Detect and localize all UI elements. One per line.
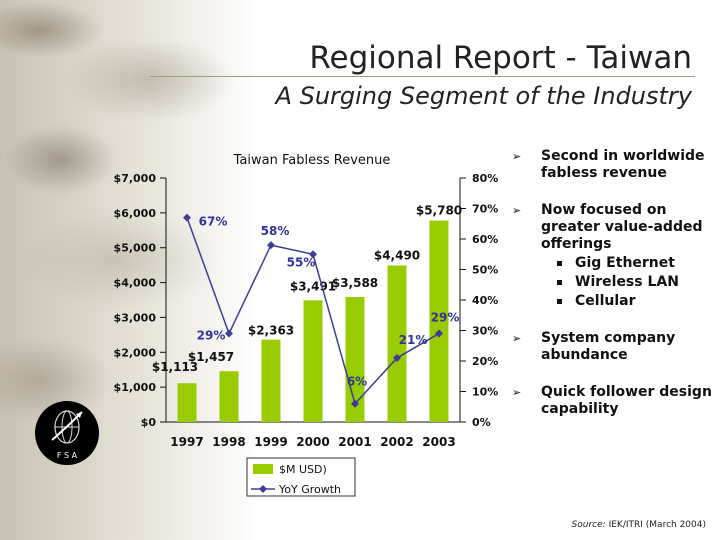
source-text: IEK/ITRI (March 2004) (608, 520, 706, 530)
bar (177, 383, 197, 422)
growth-value-label: 21% (399, 333, 428, 347)
title-divider (150, 76, 695, 77)
bar-value-label: $2,363 (248, 324, 294, 338)
right-axis-tick-label: 80% (472, 172, 498, 185)
bullet-item: ➢ Quick follower design capability (512, 384, 712, 418)
sub-bullet-item: Gig Ethernet (541, 255, 712, 272)
left-axis-tick-label: $0 (141, 416, 157, 429)
bullet-text: System company abundance (541, 330, 676, 363)
growth-value-label: 55% (287, 255, 316, 269)
left-axis-tick-label: $3,000 (114, 311, 157, 324)
right-axis-tick-label: 0% (472, 416, 491, 429)
arrow-bullet-icon: ➢ (512, 204, 522, 217)
left-axis-tick-label: $4,000 (114, 277, 157, 290)
bar-value-label: $3,588 (332, 276, 378, 290)
bullet-list: ➢ Second in worldwide fabless revenue ➢ Now… (512, 148, 712, 438)
bar (219, 371, 239, 422)
growth-value-label: 58% (261, 224, 290, 238)
sub-bullet-item: Cellular (541, 293, 712, 310)
growth-point (309, 250, 317, 259)
growth-point (267, 241, 275, 250)
left-axis-tick-label: $6,000 (114, 207, 157, 220)
source-label: Source: (571, 520, 606, 530)
legend-label: $M USD) (279, 463, 327, 476)
source-note: Source: IEK/ITRI (March 2004) (572, 520, 706, 530)
growth-point (393, 353, 401, 362)
growth-value-label: 67% (199, 215, 228, 229)
arrow-bullet-icon: ➢ (512, 386, 522, 399)
chart: Taiwan Fabless Revenue $0 $1,000 $2,000 $3,0… (114, 153, 498, 497)
sub-bullet-text: Cellular (575, 293, 636, 309)
right-axis-tick-label: 50% (472, 264, 498, 277)
growth-value-label: 29% (197, 329, 226, 343)
bar (345, 296, 365, 422)
logo-disc (35, 401, 99, 465)
arrow-bullet-icon: ➢ (512, 332, 522, 345)
growth-point (351, 399, 359, 408)
square-bullet-icon (557, 299, 562, 304)
bar (261, 339, 281, 422)
left-axis-tick-label: $5,000 (114, 242, 157, 255)
x-axis-tick-label: 2003 (422, 435, 455, 449)
bar-value-label: $1,113 (152, 360, 198, 374)
left-axis-tick-label: $2,000 (114, 346, 157, 359)
right-axis-tick-label: 30% (472, 325, 498, 338)
left-axis-tick-label: $7,000 (114, 172, 157, 185)
square-bullet-icon (557, 261, 562, 266)
bar-value-label: $4,490 (374, 248, 420, 262)
bullet-item: ➢ System company abundance (512, 330, 712, 364)
bullet-item: ➢ Now focused on greater value-added offe… (512, 202, 712, 310)
bar-value-label: $1,457 (188, 350, 234, 364)
bar (303, 300, 323, 422)
x-axis-tick-label: 2000 (296, 435, 329, 449)
slide-title: Regional Report - Taiwan (309, 40, 692, 76)
bar (387, 265, 407, 422)
x-axis-tick-label: 1999 (254, 435, 287, 449)
sub-bullet-text: Wireless LAN (575, 274, 679, 290)
x-axis-tick-label: 1998 (212, 435, 245, 449)
growth-point (225, 329, 233, 338)
slide-subtitle: A Surging Segment of the Industry (275, 82, 692, 110)
square-bullet-icon (557, 280, 562, 285)
fsa-logo: F S A (35, 401, 99, 465)
x-axis-tick-label: 2002 (380, 435, 413, 449)
bullet-item: ➢ Second in worldwide fabless revenue (512, 148, 712, 182)
growth-value-label: 29% (431, 311, 460, 325)
bullet-text: Second in worldwide fabless revenue (541, 148, 705, 181)
sub-bullet-text: Gig Ethernet (575, 255, 675, 271)
bullet-text: Now focused on greater value-added offer… (541, 202, 703, 252)
arrow-bullet-icon: ➢ (512, 150, 522, 163)
bullet-text: Quick follower design capability (541, 384, 712, 417)
logo-text: F S A (57, 451, 78, 460)
right-axis-tick-label: 70% (472, 203, 498, 216)
legend-label: YoY Growth (278, 483, 341, 496)
growth-point (435, 329, 443, 338)
x-axis-tick-label: 2001 (338, 435, 371, 449)
sub-bullet-item: Wireless LAN (541, 274, 712, 291)
growth-point (183, 213, 191, 222)
right-axis-tick-label: 10% (472, 386, 498, 399)
right-axis-tick-label: 60% (472, 233, 498, 246)
growth-value-label: 6% (347, 375, 367, 389)
right-axis-tick-label: 40% (472, 294, 498, 307)
chart-title: Taiwan Fabless Revenue (233, 153, 391, 168)
x-axis-tick-label: 1997 (170, 435, 203, 449)
legend-line-marker (259, 485, 267, 493)
left-axis-tick-label: $1,000 (114, 381, 157, 394)
bar (429, 220, 449, 422)
right-axis-tick-label: 20% (472, 355, 498, 368)
bar-value-label: $5,780 (416, 204, 462, 218)
bar-value-label: $3,491 (290, 279, 336, 293)
legend-bar-swatch (253, 464, 273, 474)
